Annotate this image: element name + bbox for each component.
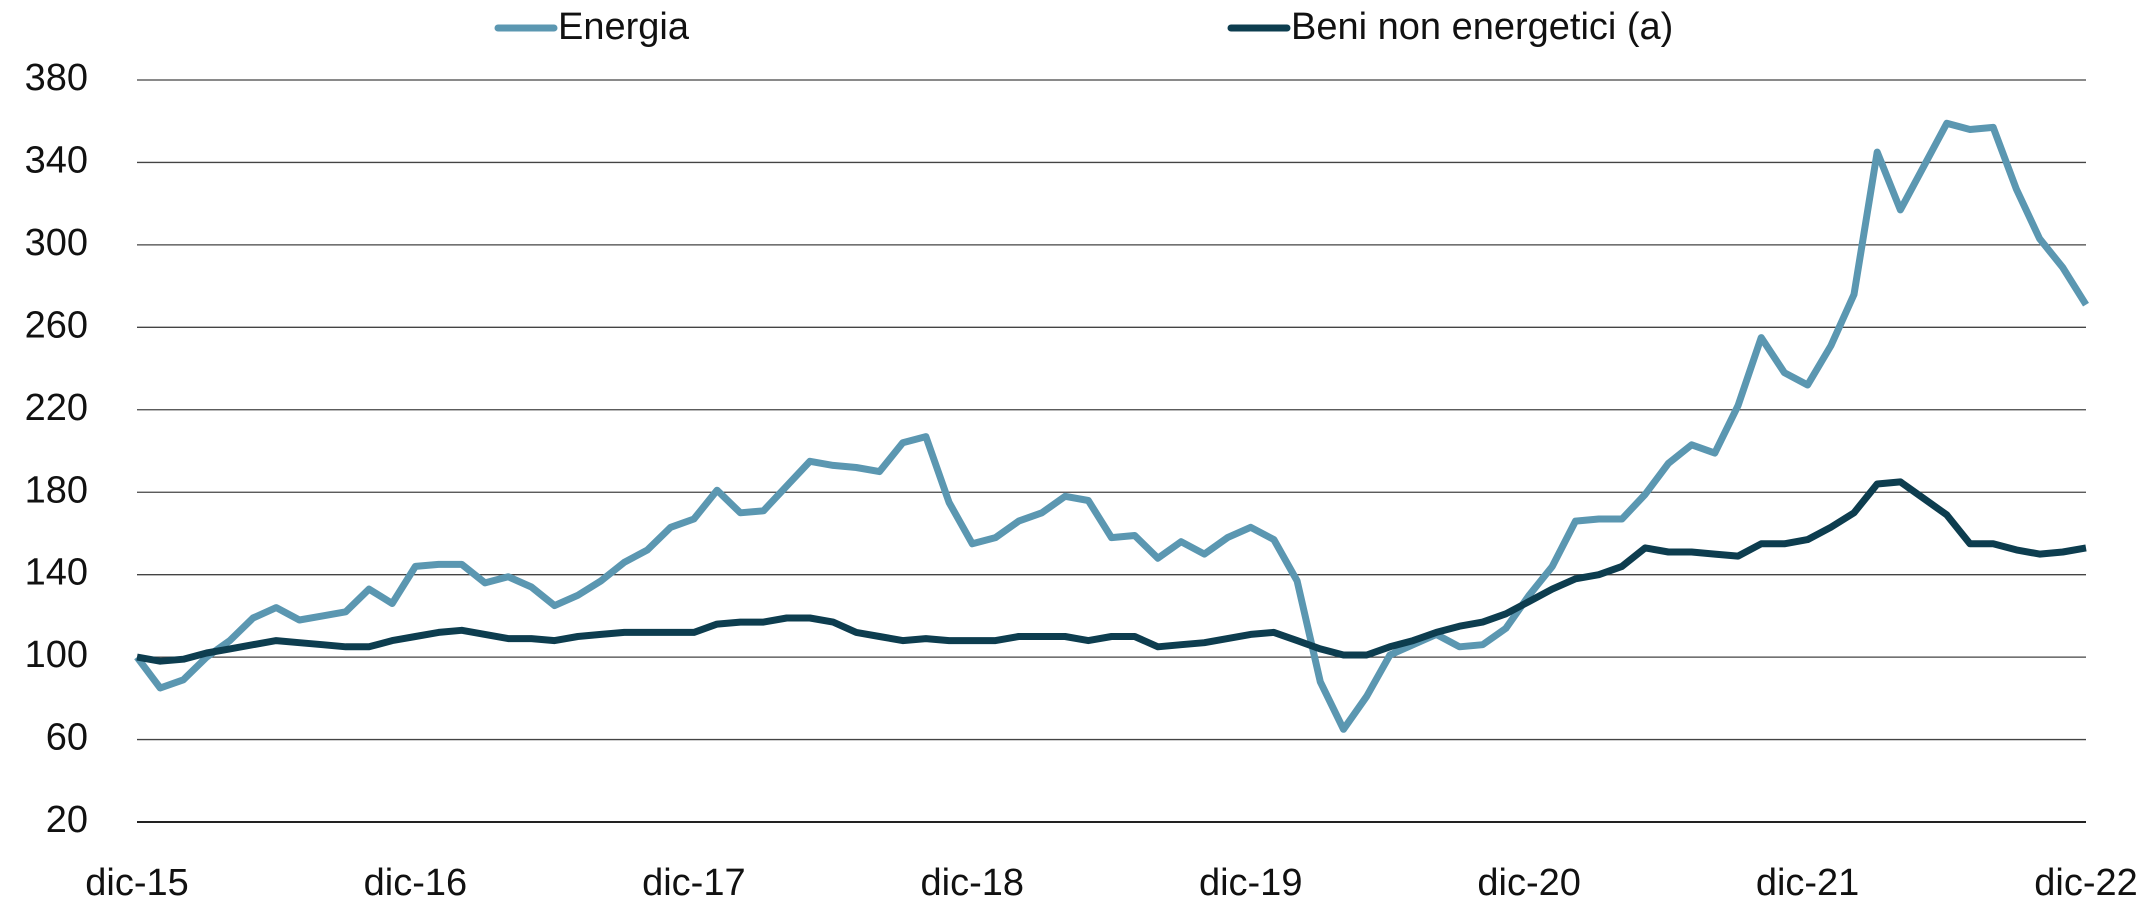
legend-label: Beni non energetici (a): [1291, 6, 1673, 48]
line-series: [136, 478, 2087, 665]
y-tick-label: 60: [46, 717, 88, 759]
x-tick-label: dic-20: [1477, 862, 1581, 903]
y-tick-label: 220: [25, 387, 88, 429]
y-tick-label: 340: [25, 139, 88, 181]
x-tick-label: dic-16: [364, 862, 468, 903]
y-tick-label: 380: [25, 57, 88, 99]
x-tick-label: dic-21: [1756, 862, 1860, 903]
legend-label: Energia: [558, 6, 690, 48]
x-tick-label: dic-17: [642, 862, 746, 903]
x-tick-label: dic-22: [2034, 862, 2138, 903]
y-tick-label: 260: [25, 304, 88, 346]
x-tick-label: dic-19: [1199, 862, 1303, 903]
y-tick-label: 300: [25, 222, 88, 264]
line-series: [134, 119, 2089, 733]
x-tick-label: dic-18: [921, 862, 1025, 903]
y-tick-label: 20: [46, 799, 88, 841]
y-tick-label: 100: [25, 634, 88, 676]
y-tick-label: 140: [25, 552, 88, 594]
y-tick-label: 180: [25, 469, 88, 511]
x-tick-label: dic-15: [85, 862, 189, 903]
